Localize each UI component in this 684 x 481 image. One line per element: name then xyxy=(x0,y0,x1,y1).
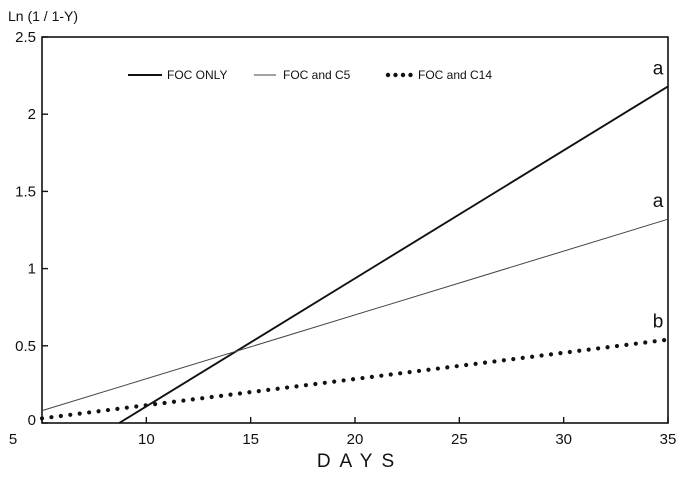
significance-labels: a a b xyxy=(653,58,664,332)
y-tick-label: 2.5 xyxy=(15,29,36,46)
y-tick-label: 2 xyxy=(28,106,36,123)
x-tick-label: 10 xyxy=(138,431,155,448)
y-ticks: 0 0.5 1 1.5 2 2.5 xyxy=(15,29,48,429)
series-line-1 xyxy=(118,85,669,424)
x-tick-label: 5 xyxy=(9,431,17,448)
y-tick-label: 0.5 xyxy=(15,338,36,355)
y-tick-label: 0 xyxy=(28,412,36,429)
legend-label: FOC and C14 xyxy=(418,68,492,82)
significance-label: a xyxy=(653,58,664,79)
y-axis-label: Ln (1 / 1-Y) xyxy=(8,8,78,24)
x-tick-label: 15 xyxy=(242,431,259,448)
legend: FOC ONLY FOC and C5 FOC and C14 xyxy=(128,68,492,82)
series-lines xyxy=(39,85,671,424)
x-tick-label: 25 xyxy=(451,431,468,448)
x-tick-label: 30 xyxy=(555,431,572,448)
legend-label: FOC and C5 xyxy=(283,68,351,82)
x-tick-label: 20 xyxy=(347,431,364,448)
axes xyxy=(41,36,669,424)
y-tick-label: 1.5 xyxy=(15,183,36,200)
significance-label: b xyxy=(653,312,664,333)
series-line-3 xyxy=(39,337,671,421)
legend-label: FOC ONLY xyxy=(167,68,227,82)
x-ticks: 5 10 15 20 25 30 35 xyxy=(9,417,677,448)
x-tick-label: 35 xyxy=(660,431,677,448)
y-tick-label: 1 xyxy=(28,261,36,278)
plot-frame xyxy=(41,36,669,424)
significance-label: a xyxy=(653,191,664,212)
x-axis-label: DAYS xyxy=(317,451,403,472)
series-line-2 xyxy=(41,218,669,412)
